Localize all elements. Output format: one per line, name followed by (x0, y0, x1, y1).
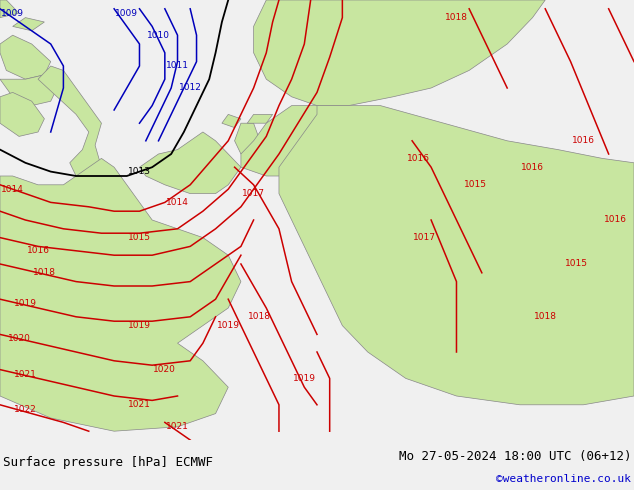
Polygon shape (38, 66, 101, 180)
Text: 1018: 1018 (445, 13, 468, 22)
Text: 1012: 1012 (179, 83, 202, 93)
Polygon shape (254, 0, 545, 106)
Text: 1018: 1018 (249, 312, 271, 321)
Polygon shape (222, 114, 241, 127)
Text: 1020: 1020 (8, 334, 30, 343)
Polygon shape (0, 0, 19, 18)
Polygon shape (13, 18, 44, 31)
Polygon shape (0, 35, 51, 79)
Text: 1016: 1016 (604, 216, 626, 224)
Polygon shape (279, 106, 634, 405)
Text: 1021: 1021 (128, 400, 151, 409)
Text: 1016: 1016 (407, 154, 430, 163)
Polygon shape (0, 158, 241, 431)
Polygon shape (139, 132, 241, 194)
Text: Surface pressure [hPa] ECMWF: Surface pressure [hPa] ECMWF (3, 456, 212, 469)
Text: 1013: 1013 (128, 167, 151, 176)
Text: 1018: 1018 (534, 312, 557, 321)
Polygon shape (0, 93, 44, 136)
Text: 1009: 1009 (1, 9, 24, 18)
Text: ©weatheronline.co.uk: ©weatheronline.co.uk (496, 474, 631, 484)
Text: 1020: 1020 (153, 365, 176, 374)
Text: 1015: 1015 (464, 180, 487, 189)
Text: 1011: 1011 (166, 62, 189, 71)
Polygon shape (235, 123, 260, 154)
Text: 1022: 1022 (14, 405, 37, 414)
Text: 1014: 1014 (166, 198, 189, 207)
Text: 1015: 1015 (566, 260, 588, 269)
Text: 1019: 1019 (14, 299, 37, 308)
Text: 1016: 1016 (27, 246, 49, 255)
Text: 1016: 1016 (572, 136, 595, 146)
Text: Mo 27-05-2024 18:00 UTC (06+12): Mo 27-05-2024 18:00 UTC (06+12) (399, 449, 631, 463)
Text: 1019: 1019 (293, 374, 316, 383)
Text: 1019: 1019 (128, 321, 151, 330)
Polygon shape (241, 106, 355, 176)
Polygon shape (0, 75, 57, 106)
Text: 1021: 1021 (14, 369, 37, 378)
Text: 1017: 1017 (242, 189, 265, 198)
Text: 1018: 1018 (33, 269, 56, 277)
Text: 1021: 1021 (166, 422, 189, 431)
Text: 1017: 1017 (413, 233, 436, 242)
Text: 1016: 1016 (521, 163, 544, 172)
Text: 1019: 1019 (217, 321, 240, 330)
Text: 1014: 1014 (1, 185, 24, 194)
Text: 1015: 1015 (128, 233, 151, 242)
Polygon shape (247, 114, 273, 123)
Text: 1010: 1010 (147, 31, 170, 40)
Text: 1009: 1009 (115, 9, 138, 18)
